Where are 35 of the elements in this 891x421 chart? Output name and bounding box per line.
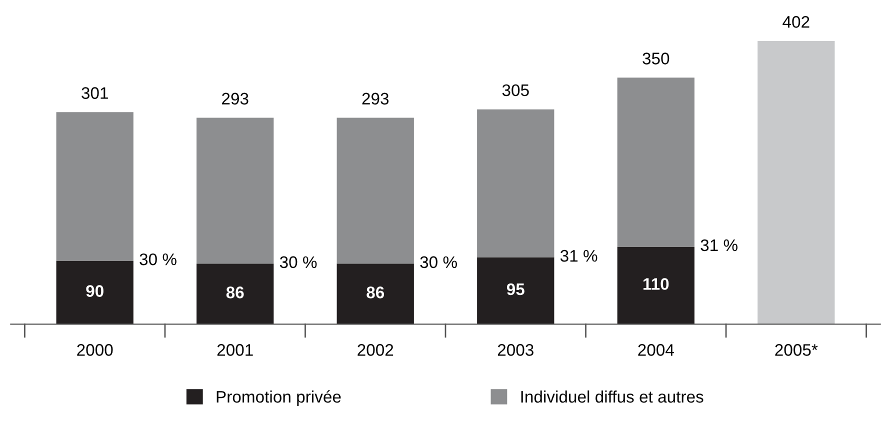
annotation: 30 % bbox=[420, 256, 457, 268]
total-label: 301 bbox=[82, 87, 108, 99]
total-label: 305 bbox=[502, 84, 529, 96]
data-label: 90 bbox=[86, 285, 104, 297]
legend-label: Individuel diffus et autres bbox=[521, 390, 704, 403]
annotation: 30 % bbox=[280, 256, 317, 268]
x-tick-label: 2001 bbox=[217, 344, 253, 356]
annotation: 30 % bbox=[140, 253, 176, 266]
total-label: 402 bbox=[782, 16, 810, 28]
bar bbox=[56, 112, 134, 261]
bar bbox=[477, 257, 554, 324]
data-label: 86 bbox=[366, 286, 384, 298]
x-tick-label: 2005* bbox=[775, 344, 818, 356]
x-tick-label: 2002 bbox=[358, 344, 394, 356]
annotation: 31 % bbox=[560, 250, 598, 262]
bar bbox=[617, 78, 694, 247]
data-label: 95 bbox=[506, 283, 524, 296]
bar bbox=[196, 118, 274, 264]
data-label: 86 bbox=[226, 286, 244, 298]
bar bbox=[336, 264, 414, 324]
total-label: 293 bbox=[222, 92, 248, 105]
x-tick-label: 2003 bbox=[498, 344, 534, 356]
x-tick-label: 2000 bbox=[77, 344, 113, 356]
bar bbox=[758, 41, 835, 324]
annotation: 31 % bbox=[700, 239, 738, 252]
bar bbox=[336, 118, 414, 264]
legend-label: Promotion privée bbox=[216, 390, 341, 406]
data-label: 110 bbox=[643, 278, 669, 290]
total-label: 350 bbox=[642, 52, 670, 64]
bar bbox=[56, 260, 134, 324]
bar bbox=[617, 246, 694, 324]
x-tick-label: 2004 bbox=[638, 344, 674, 356]
bar bbox=[477, 109, 554, 258]
total-label: 293 bbox=[362, 92, 389, 105]
bar bbox=[196, 264, 274, 324]
